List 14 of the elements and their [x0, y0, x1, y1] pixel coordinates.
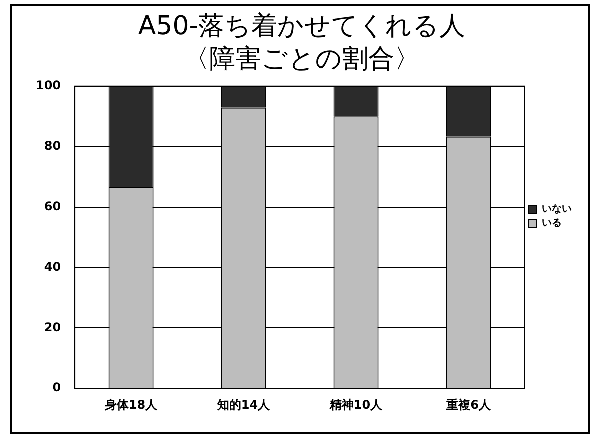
chart-title: A50-落ち着かせてくれる人 [138, 11, 466, 42]
y-tick-label: 20 [44, 320, 62, 334]
y-tick-label: 100 [36, 78, 62, 93]
y-tick-label: 40 [44, 260, 62, 274]
x-tick-label: 重複6人 [446, 398, 492, 412]
y-tick-label: 60 [44, 199, 62, 214]
x-tick-label: 身体18人 [104, 398, 159, 412]
chart-subtitle: 〈障害ごとの割合〉 [184, 44, 420, 75]
y-tick-label: 0 [52, 380, 62, 395]
x-tick-label: 知的14人 [216, 398, 272, 412]
y-tick-label: 80 [44, 138, 62, 153]
legend-label: いない [542, 204, 572, 216]
x-tick-label: 精神10人 [328, 398, 384, 412]
legend-label: いる [542, 218, 562, 230]
